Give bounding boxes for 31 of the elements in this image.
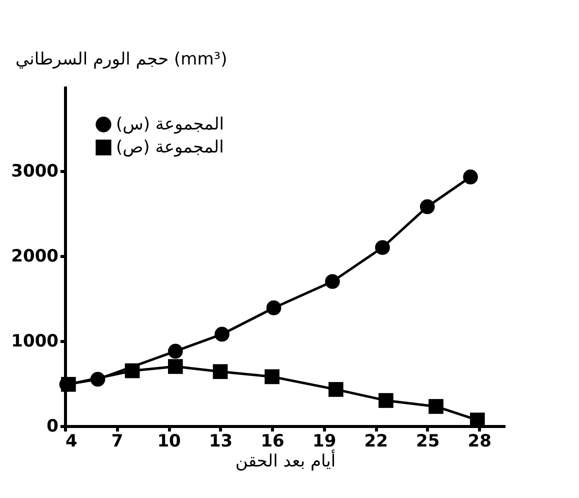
point [168,359,183,374]
y-tick-label: 2000 [11,246,59,266]
legend-label: المجموعة (س) [116,114,224,134]
point [328,382,344,397]
x-tick-label: 13 [208,432,233,452]
x-tick-label: 4 [66,432,78,452]
x-tick-label: 10 [157,432,182,452]
point [124,363,140,378]
point [90,372,106,387]
point [266,300,282,316]
y-axis-title: حجم الورم السرطاني (mm³) [16,50,228,70]
y-tick-label: 3000 [11,162,59,182]
point [420,199,435,214]
x-tick-label: 7 [111,432,124,452]
point [378,393,394,408]
point [214,326,230,342]
x-tick-label: 16 [260,432,284,452]
x-tick-label: 22 [364,432,388,452]
y-tick-label: 0 [46,416,59,436]
x-tick-label: 25 [416,432,440,452]
point [428,399,444,414]
point [375,240,390,255]
x-tick-label: 28 [468,432,492,452]
point [168,344,183,359]
point [264,369,280,384]
x-axis-title: أيام بعد الحقن [235,450,336,472]
legend-label: المجموعة (ص) [116,138,224,158]
point [463,170,478,184]
point [212,364,228,380]
point [325,274,340,289]
y-tick-label: 1000 [11,332,59,352]
